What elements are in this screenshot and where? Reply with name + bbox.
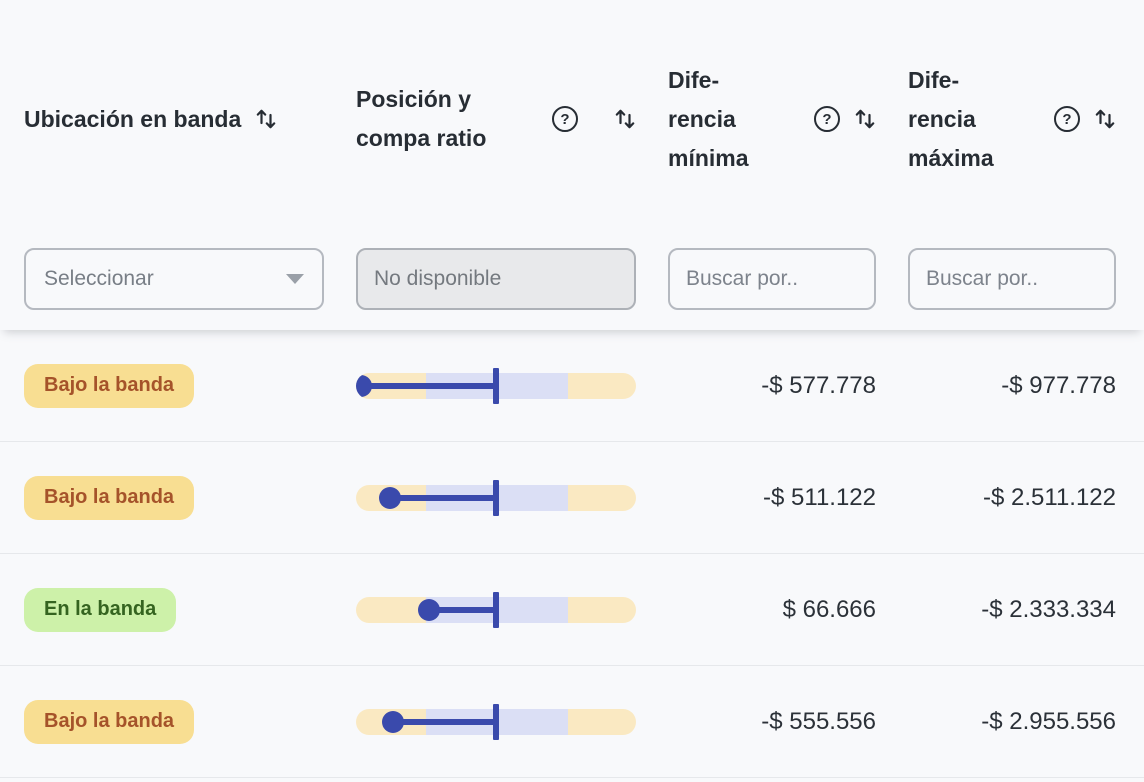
sort-icon[interactable] <box>255 106 277 132</box>
band-location-cell: Bajo la banda <box>24 475 324 520</box>
table-filter-row: Seleccionar <box>0 248 1144 310</box>
ubicacion-filter-select[interactable]: Seleccionar <box>24 248 324 310</box>
status-badge: En la banda <box>24 587 177 632</box>
help-icon[interactable]: ? <box>814 106 840 132</box>
column-header-dif-max: Dife- rencia máxima ? <box>908 61 1116 178</box>
table-body: Bajo la banda -$ 577.778 -$ 977.778 Bajo… <box>0 330 1144 778</box>
band-location-cell: Bajo la banda <box>24 363 324 408</box>
band-location-cell: Bajo la banda <box>24 699 324 744</box>
compa-ratio-band-chart <box>356 591 636 628</box>
help-icon[interactable]: ? <box>552 106 578 132</box>
max-difference-value: -$ 2.511.122 <box>983 483 1116 511</box>
band-midpoint-tick <box>493 591 499 628</box>
min-difference-value: -$ 511.122 <box>763 483 876 511</box>
status-badge: Bajo la banda <box>24 699 195 744</box>
max-difference-value: -$ 2.955.556 <box>981 707 1116 735</box>
band-marker-dot <box>356 374 373 397</box>
compa-ratio-cell <box>356 367 636 404</box>
posicion-filter-input <box>356 248 636 310</box>
band-line <box>429 606 496 613</box>
band-marker-dot <box>418 598 441 621</box>
band-line <box>361 382 496 389</box>
compa-ratio-band-chart <box>356 479 636 516</box>
table-row: Bajo la banda -$ 511.122 -$ 2.511.122 <box>0 442 1144 554</box>
status-badge: Bajo la banda <box>24 363 195 408</box>
table-head-section: Ubicación en banda Posición y compa rati… <box>0 0 1144 330</box>
compa-ratio-band-chart <box>356 703 636 740</box>
dif-max-filter-input[interactable] <box>908 248 1116 310</box>
max-difference-value: -$ 977.778 <box>1001 371 1116 399</box>
compa-ratio-cell <box>356 479 636 516</box>
band-line <box>392 718 496 725</box>
help-icon[interactable]: ? <box>1054 106 1080 132</box>
min-difference-value: -$ 577.778 <box>761 371 876 399</box>
min-difference-value: -$ 555.556 <box>761 707 876 735</box>
column-header-dif-min: Dife- rencia mínima ? <box>668 61 876 178</box>
column-header-ubicacion: Ubicación en banda <box>24 100 324 139</box>
compa-ratio-band-chart <box>356 367 636 404</box>
band-location-cell: En la banda <box>24 587 324 632</box>
compa-ratio-cell <box>356 591 636 628</box>
band-midpoint-tick <box>493 703 499 740</box>
compa-ratio-cell <box>356 703 636 740</box>
dif-min-filter-input[interactable] <box>668 248 876 310</box>
band-line <box>389 494 496 501</box>
select-value: Seleccionar <box>44 267 154 290</box>
column-label-posicion: Posición y compa ratio <box>356 86 487 151</box>
column-label-ubicacion: Ubicación en banda <box>24 105 242 132</box>
sort-icon[interactable] <box>614 106 636 132</box>
column-label-dif-min: Dife- rencia mínima <box>668 66 749 171</box>
min-difference-value: $ 66.666 <box>782 595 876 623</box>
table-row: Bajo la banda -$ 555.556 -$ 2.955.556 <box>0 666 1144 778</box>
table-row: En la banda $ 66.666 -$ 2.333.334 <box>0 554 1144 666</box>
table-row: Bajo la banda -$ 577.778 -$ 977.778 <box>0 330 1144 442</box>
table-header-row: Ubicación en banda Posición y compa rati… <box>0 44 1144 194</box>
band-midpoint-tick <box>493 479 499 516</box>
column-label-dif-max: Dife- rencia máxima <box>908 66 994 171</box>
column-header-posicion: Posición y compa ratio ? <box>356 80 636 158</box>
sort-icon[interactable] <box>854 106 876 132</box>
band-marker-dot <box>381 710 404 733</box>
sort-icon[interactable] <box>1094 106 1116 132</box>
chevron-down-icon <box>286 274 304 284</box>
band-midpoint-tick <box>493 367 499 404</box>
status-badge: Bajo la banda <box>24 475 195 520</box>
max-difference-value: -$ 2.333.334 <box>981 595 1116 623</box>
band-marker-dot <box>378 486 401 509</box>
